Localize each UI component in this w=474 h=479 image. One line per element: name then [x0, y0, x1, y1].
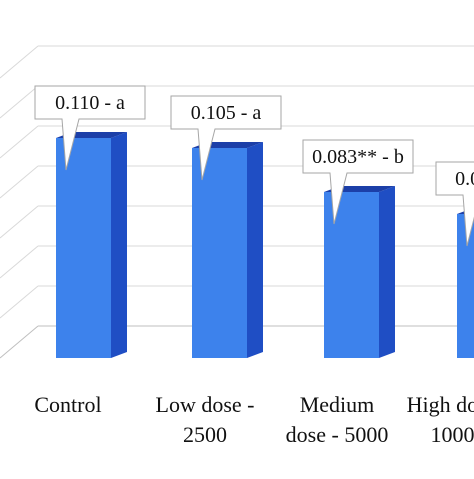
x-tick-label-line: Low dose -	[156, 392, 255, 417]
data-label-text: 0.072 - b	[455, 168, 474, 190]
gridline-depth	[0, 286, 38, 318]
x-tick-label: Control	[34, 392, 101, 417]
bar-side	[247, 142, 263, 358]
x-tick-label-line: High dose -	[407, 392, 474, 417]
x-tick-label-line: dose - 5000	[286, 422, 389, 447]
bar-front	[56, 138, 111, 358]
x-tick-label: High dose - 10000	[407, 392, 474, 447]
bar-front	[457, 214, 474, 358]
x-tick-label-line: Control	[34, 392, 101, 417]
x-tick-label-line: Medium	[300, 392, 375, 417]
gridline-depth	[0, 326, 38, 358]
data-label-text: 0.105 - a	[191, 102, 262, 124]
gridline-depth	[0, 246, 38, 278]
x-tick-label-line: 10000	[431, 422, 474, 447]
data-label-text: 0.083** - b	[312, 146, 404, 168]
gridline-depth	[0, 166, 38, 198]
x-axis-labels: Control Low dose - 2500 Medium dose - 5000 Hi…	[34, 392, 474, 447]
data-label: 0.072 - b	[436, 162, 474, 246]
bar-side	[379, 186, 395, 358]
bar-front	[324, 192, 379, 358]
bar-front	[192, 148, 247, 358]
gridline-depth	[0, 86, 38, 118]
bar-side	[111, 132, 127, 358]
gridline-depth	[0, 46, 38, 78]
data-label-text: 0.110 - a	[55, 92, 125, 114]
gridline-depth	[0, 206, 38, 238]
x-tick-label: Medium dose - 5000	[286, 392, 389, 447]
x-tick-label-line: 2500	[183, 422, 227, 447]
x-tick-label: Low dose - 2500	[156, 392, 255, 447]
gridline-depth	[0, 126, 38, 158]
